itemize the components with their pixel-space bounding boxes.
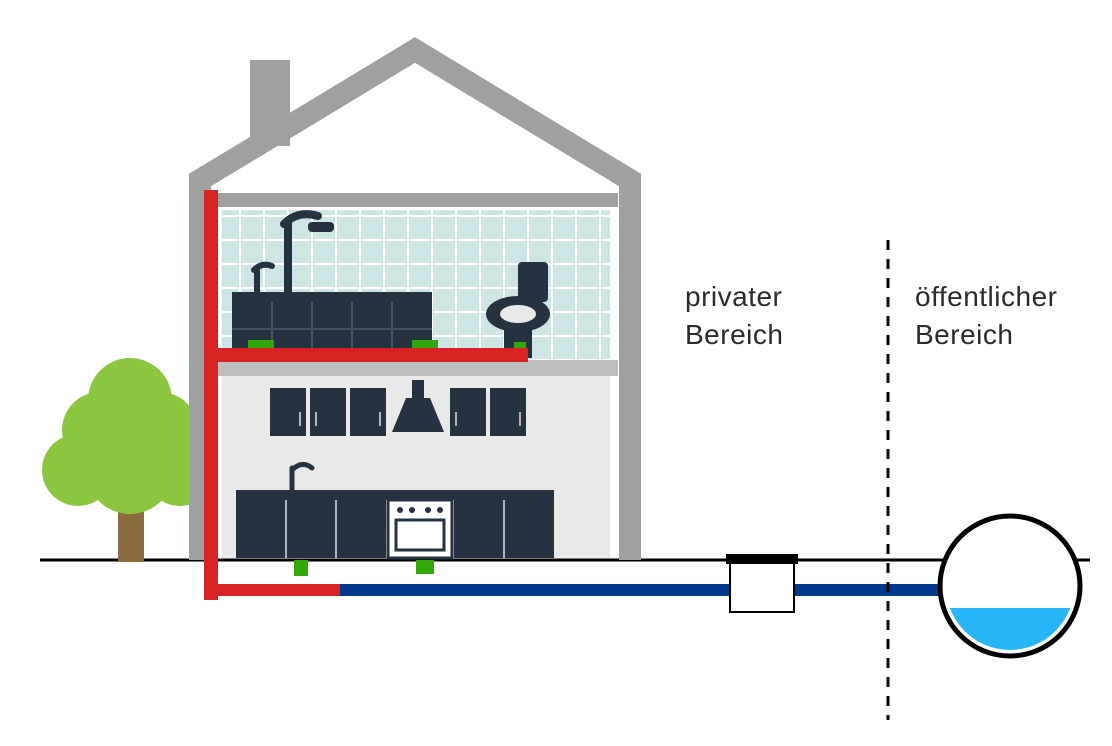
sewer-main-icon [940, 516, 1080, 668]
diagram-canvas [0, 0, 1112, 746]
red-floor-pipe [210, 348, 528, 362]
kitchen-drains-icon [294, 560, 434, 576]
public-line2: Bereich [915, 319, 1013, 350]
blue-pipe [340, 584, 950, 596]
private-line2: Bereich [685, 319, 783, 350]
private-line1: privater [685, 281, 782, 312]
red-riser-pipe [204, 190, 218, 600]
public-area-label: öffentlicher Bereich [915, 278, 1057, 354]
public-line1: öffentlicher [915, 281, 1057, 312]
inspection-box-icon [726, 554, 798, 612]
private-area-label: privater Bereich [685, 278, 783, 354]
red-underground-pipe [204, 560, 340, 596]
